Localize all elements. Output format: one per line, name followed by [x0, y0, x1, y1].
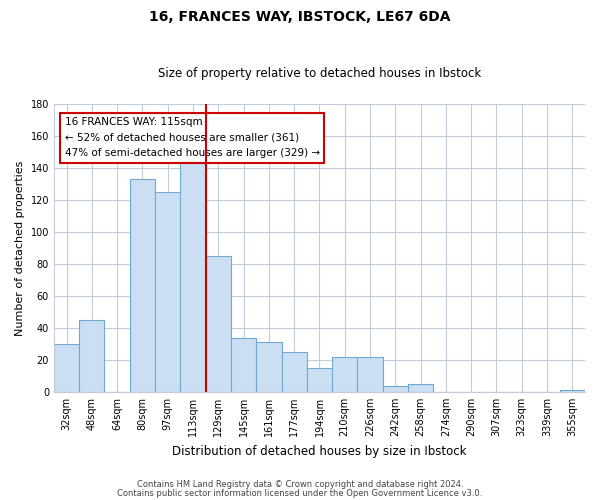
Bar	[383, 386, 408, 392]
Bar	[256, 342, 281, 392]
Bar	[358, 357, 383, 392]
X-axis label: Distribution of detached houses by size in Ibstock: Distribution of detached houses by size …	[172, 444, 467, 458]
Bar	[155, 192, 181, 392]
Bar	[181, 156, 206, 392]
Text: 16 FRANCES WAY: 115sqm
← 52% of detached houses are smaller (361)
47% of semi-de: 16 FRANCES WAY: 115sqm ← 52% of detached…	[65, 117, 320, 158]
Bar	[560, 390, 585, 392]
Title: Size of property relative to detached houses in Ibstock: Size of property relative to detached ho…	[158, 66, 481, 80]
Text: 16, FRANCES WAY, IBSTOCK, LE67 6DA: 16, FRANCES WAY, IBSTOCK, LE67 6DA	[149, 10, 451, 24]
Text: Contains public sector information licensed under the Open Government Licence v3: Contains public sector information licen…	[118, 488, 482, 498]
Bar	[408, 384, 433, 392]
Bar	[332, 357, 358, 392]
Bar	[281, 352, 307, 392]
Bar	[206, 256, 231, 392]
Bar	[307, 368, 332, 392]
Bar	[231, 338, 256, 392]
Y-axis label: Number of detached properties: Number of detached properties	[15, 160, 25, 336]
Bar	[130, 180, 155, 392]
Bar	[54, 344, 79, 392]
Text: Contains HM Land Registry data © Crown copyright and database right 2024.: Contains HM Land Registry data © Crown c…	[137, 480, 463, 489]
Bar	[79, 320, 104, 392]
